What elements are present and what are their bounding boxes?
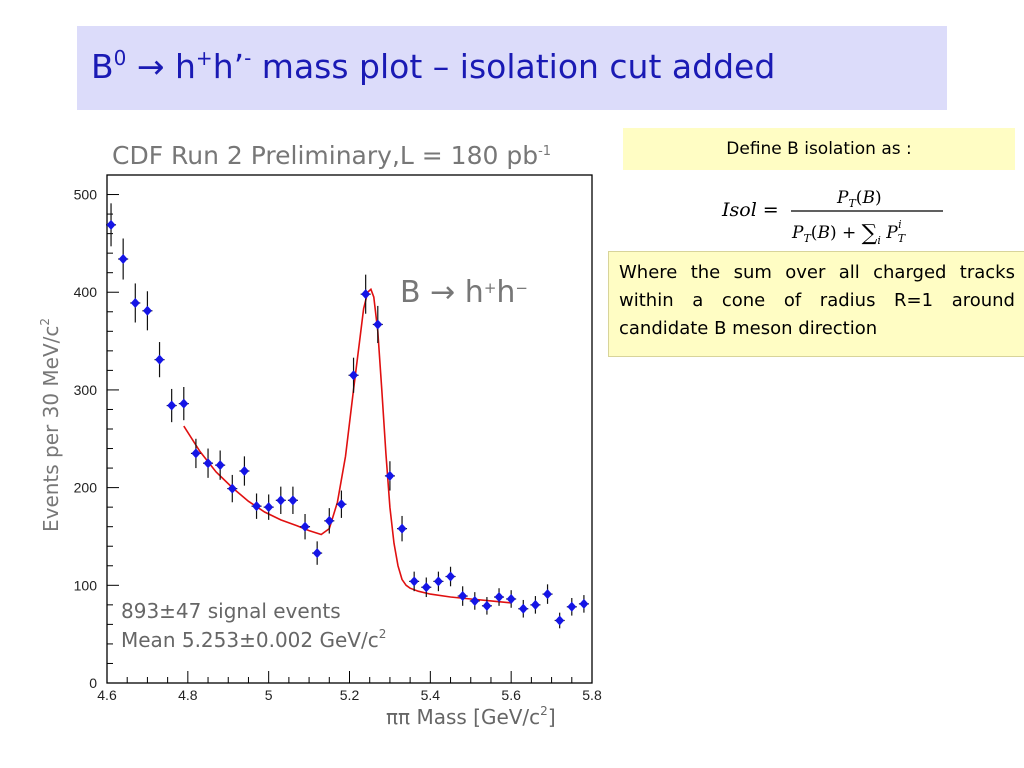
isolation-formula: Isol = PT(B) PT(B) + ∑i PTi: [718, 178, 958, 250]
data-point: [276, 495, 286, 506]
data-point: [385, 470, 395, 481]
data-point: [288, 495, 298, 506]
isolation-formula-graphic: Isol = PT(B) PT(B) + ∑i PTi: [721, 188, 943, 247]
data-point: [482, 600, 492, 611]
data-point: [373, 319, 383, 330]
x-tick-label: 5.6: [501, 687, 521, 703]
data-point: [470, 595, 480, 606]
data-point: [300, 521, 310, 532]
data-point: [227, 483, 237, 494]
y-axis-label-group: Events per 30 MeV/c2: [38, 318, 63, 532]
y-axis-label: Events per 30 MeV/c2: [38, 318, 63, 532]
data-point: [142, 305, 152, 316]
data-point: [543, 589, 553, 600]
define-isolation-label: Define B isolation as :: [726, 139, 912, 159]
data-point: [349, 370, 359, 381]
data-point: [312, 548, 322, 559]
data-point: [106, 219, 116, 230]
data-point: [397, 523, 407, 534]
slide-title: B0 → h+h’- mass plot – isolation cut add…: [91, 46, 776, 86]
mean-annotation: Mean 5.253±0.002 GeV/c2: [121, 627, 386, 652]
data-point: [336, 499, 346, 510]
title-bar: B0 → h+h’- mass plot – isolation cut add…: [77, 26, 947, 110]
data-point: [579, 598, 589, 609]
data-point: [130, 297, 140, 308]
signal-events-annotation: 893±47 signal events: [121, 599, 341, 623]
data-point: [458, 591, 468, 602]
formula-denominator: PT(B) + ∑i PTi: [791, 218, 907, 247]
data-point: [203, 458, 213, 469]
data-point: [433, 576, 443, 587]
x-tick-label: 5.2: [340, 687, 360, 703]
y-tick-label: 0: [89, 675, 97, 691]
data-point: [252, 501, 262, 512]
y-tick-label: 400: [74, 284, 98, 300]
data-point: [179, 398, 189, 409]
data-point: [239, 466, 249, 477]
data-point: [567, 601, 577, 612]
data-point: [555, 615, 565, 626]
x-tick-label: 4.6: [97, 687, 117, 703]
data-point: [264, 502, 274, 513]
data-point: [215, 460, 225, 471]
data-point: [167, 400, 177, 411]
data-point: [409, 576, 419, 587]
x-tick-label: 5.4: [421, 687, 441, 703]
data-point: [494, 592, 504, 603]
isolation-explanation-box: Where the sum over all charged tracks wi…: [608, 251, 1024, 357]
x-axis-label: ππ Mass [GeV/c2]: [386, 704, 556, 729]
isolation-explanation-text: Where the sum over all charged tracks wi…: [619, 262, 1015, 339]
formula-lhs: Isol =: [721, 199, 779, 221]
data-point: [506, 593, 516, 604]
data-point: [361, 289, 371, 300]
data-point: [446, 571, 456, 582]
y-tick-label: 300: [74, 382, 98, 398]
data-point: [191, 448, 201, 459]
data-point: [118, 254, 128, 265]
data-point: [155, 354, 165, 365]
define-isolation-box: Define B isolation as :: [623, 128, 1015, 170]
fit-curve: [183, 287, 512, 604]
y-tick-label: 200: [74, 480, 98, 496]
chart-title: CDF Run 2 Preliminary,L = 180 pb-1: [112, 141, 551, 170]
data-point: [518, 603, 528, 614]
decay-annotation: B → h+h−: [400, 275, 528, 310]
data-point: [324, 515, 334, 526]
data-point: [530, 599, 540, 610]
x-tick-label: 4.8: [178, 687, 198, 703]
y-tick-label: 100: [74, 577, 98, 593]
y-tick-label: 500: [74, 187, 98, 203]
formula-numerator: PT(B): [836, 188, 882, 210]
x-tick-label: 5: [265, 687, 273, 703]
data-point: [421, 582, 431, 593]
x-tick-label: 5.8: [582, 687, 602, 703]
